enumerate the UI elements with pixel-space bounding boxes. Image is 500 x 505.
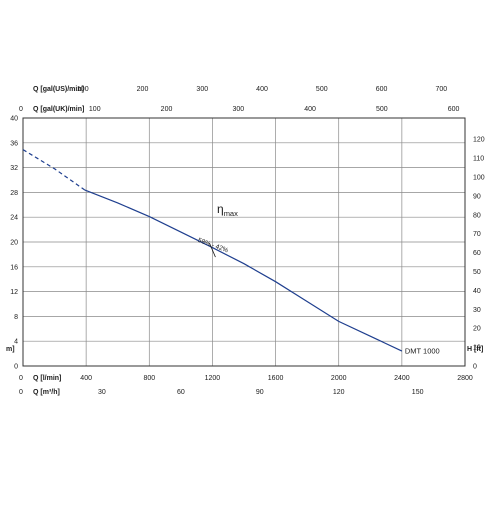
right-y-tick-label: 70 xyxy=(473,231,481,238)
eta-subscript: max xyxy=(224,209,238,218)
bottom-lmin-tick-label: 2400 xyxy=(394,375,410,382)
bottom-axis-lmin-zero: 0 xyxy=(19,375,23,382)
left-y-tick-label: 16 xyxy=(10,264,18,271)
bottom-axis-m3h-zero: 0 xyxy=(19,389,23,396)
top-gal-us-tick-label: 300 xyxy=(196,86,208,93)
left-y-unit-label: m] xyxy=(6,346,15,353)
curve-extrapolated-segment xyxy=(22,149,85,191)
eta-symbol: η xyxy=(217,202,224,216)
bottom-m3h-tick-label: 120 xyxy=(333,389,345,396)
grid xyxy=(23,117,466,367)
left-y-tick-label: 0 xyxy=(14,364,18,371)
bottom-axis-lmin-label: Q [l/min] xyxy=(33,375,61,382)
curve-line xyxy=(84,189,403,352)
bottom-m3h-tick-label: 150 xyxy=(412,389,424,396)
left-y-tick-label: 28 xyxy=(10,190,18,197)
right-y-tick-label: 50 xyxy=(473,269,481,276)
left-y-tick-label: 32 xyxy=(10,165,18,172)
right-y-tick-label: 20 xyxy=(473,326,481,333)
left-y-tick-label: 40 xyxy=(10,116,18,123)
left-y-tick-label: 20 xyxy=(10,240,18,247)
right-y-unit-label: H [ft] xyxy=(467,346,483,353)
top-gal-uk-tick-label: 300 xyxy=(232,106,244,113)
top-axis-gal-us-label: Q [gal(US)/min] xyxy=(33,86,84,93)
top-gal-uk-tick-label: 500 xyxy=(376,106,388,113)
right-y-tick-label: 90 xyxy=(473,193,481,200)
left-y-tick-label: 4 xyxy=(14,339,18,346)
bottom-lmin-tick-label: 2000 xyxy=(331,375,347,382)
right-y-tick-label: 100 xyxy=(473,175,485,182)
top-gal-uk-tick-label: 600 xyxy=(448,106,460,113)
series-dmt-1000 xyxy=(22,149,403,352)
tick-labels: 0481216202428323640010203040506070809010… xyxy=(10,86,485,396)
plot-frame xyxy=(22,117,466,367)
top-gal-us-tick-label: 500 xyxy=(316,86,328,93)
bottom-axis-m3h-label: Q [m³/h] xyxy=(33,389,60,396)
top-gal-uk-tick-label: 200 xyxy=(161,106,173,113)
top-axis-gal-uk-zero: 0 xyxy=(19,106,23,113)
right-y-tick-label: 0 xyxy=(473,364,477,371)
bottom-lmin-tick-label: 1600 xyxy=(268,375,284,382)
bottom-m3h-tick-label: 60 xyxy=(177,389,185,396)
right-y-tick-label: 120 xyxy=(473,137,485,144)
top-gal-uk-tick-label: 100 xyxy=(89,106,101,113)
top-gal-uk-tick-label: 400 xyxy=(304,106,316,113)
right-y-tick-label: 30 xyxy=(473,307,481,314)
top-gal-us-tick-label: 700 xyxy=(435,86,447,93)
bottom-lmin-tick-label: 800 xyxy=(143,375,155,382)
right-y-tick-label: 80 xyxy=(473,212,481,219)
series-label-dmt-1000: DMT 1000 xyxy=(405,347,440,356)
left-y-tick-label: 12 xyxy=(10,289,18,296)
top-gal-us-tick-label: 400 xyxy=(256,86,268,93)
bottom-m3h-tick-label: 90 xyxy=(256,389,264,396)
bottom-m3h-tick-label: 30 xyxy=(98,389,106,396)
top-gal-us-tick-label: 600 xyxy=(376,86,388,93)
right-y-tick-label: 40 xyxy=(473,288,481,295)
right-y-tick-label: 110 xyxy=(473,156,484,163)
right-y-tick-label: 10 xyxy=(473,345,481,352)
right-y-tick-label: 60 xyxy=(473,250,481,257)
bottom-lmin-tick-label: 1200 xyxy=(205,375,221,382)
left-y-tick-label: 24 xyxy=(10,215,18,222)
left-y-tick-label: 8 xyxy=(14,314,18,321)
top-axis-gal-uk-label: Q [gal(UK)/min] xyxy=(33,106,84,113)
bottom-lmin-tick-label: 2800 xyxy=(457,375,473,382)
eta-max-annotation: ηmax xyxy=(217,202,238,218)
bottom-lmin-tick-label: 400 xyxy=(80,375,92,382)
top-gal-us-tick-label: 200 xyxy=(137,86,149,93)
top-gal-us-tick-label: 100 xyxy=(77,86,89,93)
left-y-tick-label: 36 xyxy=(10,140,18,147)
efficiency-marker-tick xyxy=(209,242,216,258)
